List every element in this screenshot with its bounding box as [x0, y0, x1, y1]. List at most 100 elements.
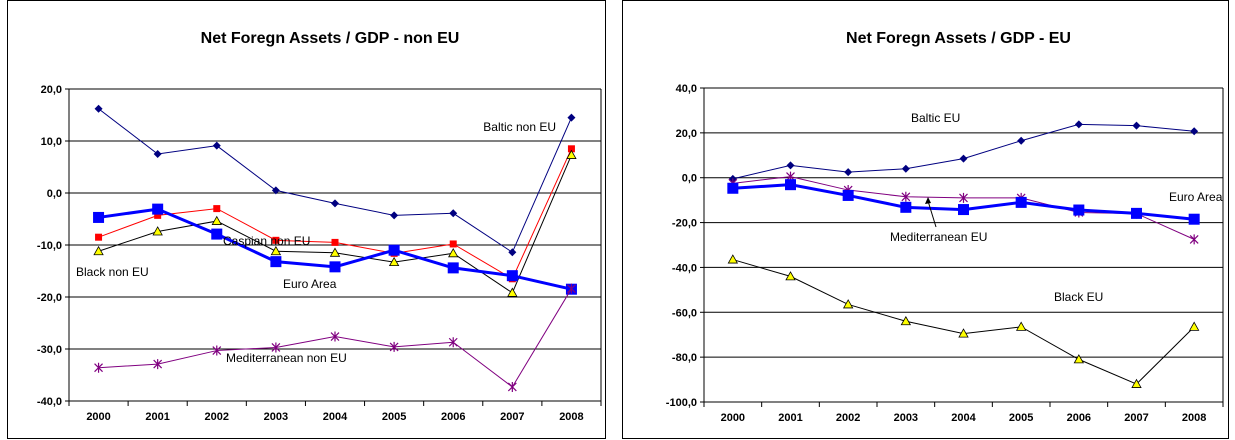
data-point — [330, 331, 340, 342]
series-black-non-eu — [93, 149, 577, 297]
data-point — [566, 149, 577, 159]
data-point — [1188, 321, 1200, 331]
y-tick-label: 40,0 — [676, 83, 697, 95]
x-tick-label: 2001 — [145, 411, 169, 423]
data-point — [900, 201, 912, 213]
data-point — [785, 179, 796, 191]
series-annotation: Baltic EU — [911, 111, 960, 125]
data-point — [507, 381, 517, 392]
y-tick-label: 20,0 — [676, 128, 697, 140]
data-point — [1132, 121, 1141, 130]
data-point — [93, 211, 105, 223]
chart-title: Net Foregn Assets / GDP - non EU — [201, 30, 460, 47]
data-point — [567, 283, 576, 294]
data-point — [1015, 321, 1027, 331]
series-line — [732, 259, 1195, 385]
data-point — [213, 205, 221, 213]
data-point — [152, 203, 164, 215]
data-point — [153, 150, 162, 158]
x-tick-label: 2002 — [205, 411, 229, 423]
series-annotation: Euro Area — [1169, 190, 1223, 204]
x-tick-label: 2006 — [441, 411, 465, 423]
x-tick-label: 2005 — [1009, 412, 1033, 424]
y-tick-label: -60,0 — [672, 307, 697, 319]
data-point — [842, 189, 854, 201]
data-point — [1017, 136, 1026, 145]
x-tick-label: 2008 — [1182, 412, 1206, 424]
data-point — [506, 270, 518, 282]
series-black-eu — [727, 254, 1200, 388]
data-point — [727, 182, 739, 194]
series-euro-area — [727, 179, 1200, 225]
data-point — [270, 256, 282, 268]
data-point — [1073, 204, 1085, 216]
x-tick-label: 2004 — [323, 411, 348, 423]
data-point — [901, 191, 911, 202]
data-point — [94, 362, 103, 373]
data-point — [958, 204, 969, 216]
data-point — [212, 141, 221, 150]
data-point — [448, 248, 459, 258]
data-point — [211, 228, 223, 240]
x-tick-label: 2007 — [500, 411, 524, 423]
x-tick-label: 2000 — [86, 411, 110, 423]
data-point — [507, 287, 518, 297]
data-point — [958, 328, 969, 338]
series-baltic-eu — [728, 120, 1199, 183]
data-point — [271, 342, 281, 353]
y-tick-label: 0,0 — [47, 188, 62, 200]
series-mediterranean-non-eu — [94, 283, 576, 392]
data-point — [448, 337, 458, 348]
y-tick-label: -30,0 — [37, 344, 62, 356]
data-point — [449, 209, 458, 218]
x-tick-label: 2001 — [778, 412, 802, 424]
data-point — [388, 256, 400, 267]
data-point — [901, 164, 910, 173]
data-point — [508, 248, 517, 257]
data-point — [449, 240, 457, 248]
series-annotation: Euro Area — [283, 277, 337, 291]
data-point — [1131, 207, 1142, 219]
data-point — [1188, 213, 1200, 225]
x-tick-label: 2000 — [721, 412, 745, 424]
series-baltic-non-eu — [94, 104, 576, 257]
x-tick-label: 2006 — [1067, 412, 1091, 424]
data-point — [959, 154, 968, 163]
chart-panel-eu: Net Foregn Assets / GDP - EU 40,0 20,0 0,0 -… — [622, 0, 1229, 439]
data-point — [211, 215, 222, 225]
y-tick-label: -100,0 — [666, 397, 697, 409]
data-point — [388, 244, 400, 256]
y-tick-label: 0,0 — [682, 173, 697, 185]
y-tick-label: -20,0 — [37, 292, 62, 304]
data-point — [1073, 354, 1085, 364]
data-point — [900, 315, 912, 326]
data-point — [959, 192, 968, 203]
y-tick-label: 20,0 — [41, 84, 62, 96]
x-tick-label: 2003 — [894, 412, 918, 424]
data-point — [567, 145, 575, 153]
series-annotation: Black EU — [1054, 290, 1103, 304]
data-point — [272, 236, 280, 244]
chart-eu: Net Foregn Assets / GDP - EU 40,0 20,0 0,0 -… — [666, 30, 1224, 424]
data-point — [1189, 234, 1199, 245]
annotation-arrowhead — [925, 197, 931, 204]
y-tick-label: -10,0 — [37, 240, 62, 252]
data-point — [447, 262, 459, 274]
data-point — [93, 245, 104, 256]
data-point — [154, 211, 162, 219]
data-point — [567, 113, 576, 122]
series-annotation: Caspian non EU — [223, 234, 310, 248]
data-point — [727, 254, 739, 264]
series-annotation: Mediterranean EU — [890, 230, 987, 244]
series-annotation: Mediterranean non EU — [226, 351, 347, 365]
data-point — [844, 168, 853, 177]
y-tick-label: -20,0 — [672, 218, 697, 230]
x-tick-label: 2007 — [1124, 412, 1148, 424]
data-point — [270, 245, 282, 256]
data-point — [331, 199, 339, 208]
data-point — [331, 238, 339, 246]
data-point — [390, 211, 399, 220]
data-point — [212, 345, 222, 356]
data-point — [1074, 120, 1083, 129]
y-tick-label: -40,0 — [37, 396, 62, 408]
